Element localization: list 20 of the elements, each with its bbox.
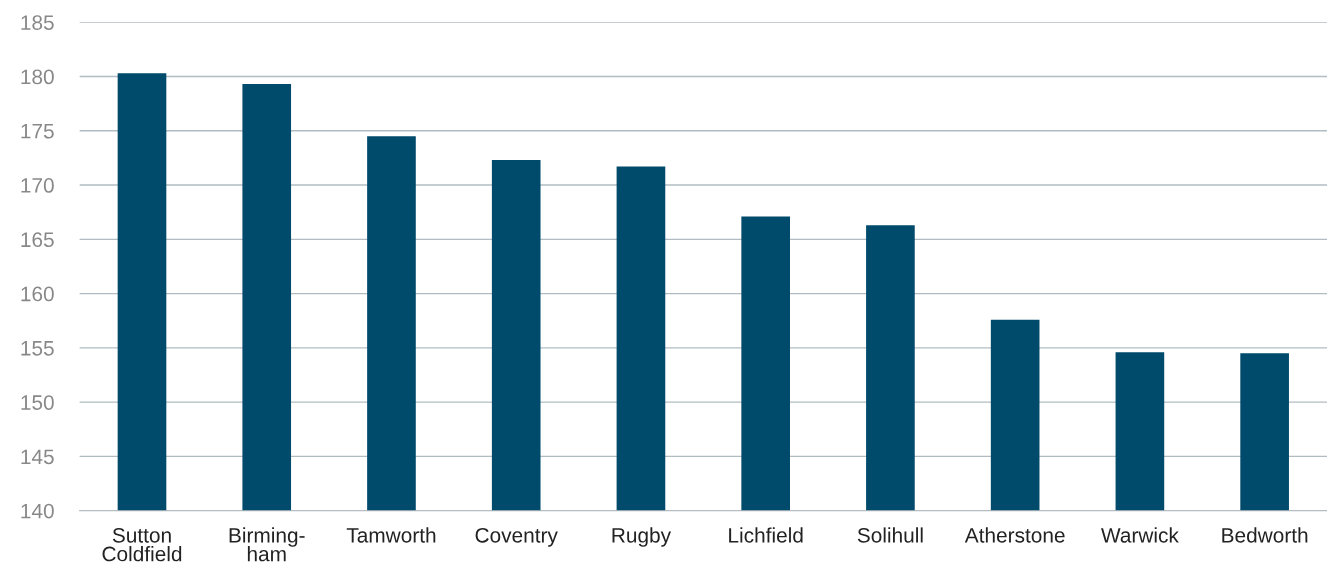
y-tick-label: 175 bbox=[21, 124, 54, 139]
x-tick-label: Tamworth bbox=[346, 527, 436, 543]
y-tick-label: 155 bbox=[21, 341, 54, 356]
y-tick-label: 165 bbox=[21, 232, 54, 248]
y-tick-label: 145 bbox=[21, 449, 54, 465]
x-tick-label: Birming- ham bbox=[229, 527, 305, 562]
x-tick-label: Atherstone bbox=[964, 527, 1065, 543]
x-tick-label: Rugby bbox=[612, 527, 672, 547]
x-tick-label: Warwick bbox=[1101, 527, 1179, 543]
x-tick-label: Coventry bbox=[475, 527, 558, 547]
y-tick-label: 185 bbox=[21, 15, 54, 30]
x-tick-label: Lichfield bbox=[729, 527, 803, 543]
y-tick-label: 150 bbox=[21, 395, 54, 410]
y-tick-label: 180 bbox=[21, 69, 54, 85]
x-tick-label: Sutton Coldfield bbox=[102, 527, 182, 562]
y-tick-label: 140 bbox=[21, 503, 54, 519]
y-tick-label: 170 bbox=[21, 178, 54, 193]
x-tick-label: Bedworth bbox=[1222, 527, 1308, 543]
y-tick-label: 160 bbox=[21, 286, 54, 302]
x-tick-label: Solihull bbox=[857, 527, 923, 543]
